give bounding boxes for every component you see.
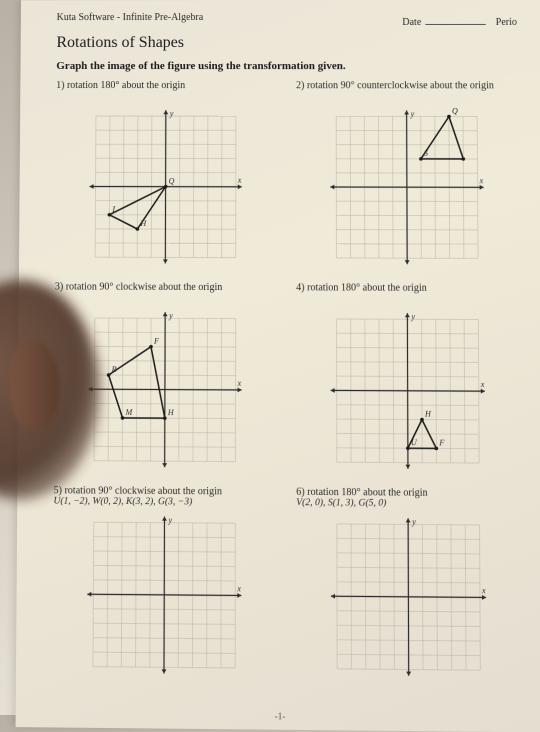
svg-text:Q: Q: [452, 106, 458, 115]
worksheet-page: Kuta Software - Infinite Pre-Algebra Dat…: [16, 0, 540, 732]
svg-text:x: x: [480, 380, 485, 389]
problem-coords: U(1, −2), W(0, 2), K(3, 2), G(3, −3): [53, 496, 275, 508]
date-label: Date: [402, 17, 421, 28]
svg-text:H: H: [167, 408, 175, 417]
svg-text:y: y: [168, 516, 173, 525]
page-title: Rotations of Shapes: [56, 34, 517, 52]
coordinate-grid: xy: [327, 514, 491, 681]
svg-text:S: S: [424, 149, 428, 158]
svg-text:x: x: [481, 586, 486, 595]
problem-prompt: 6) rotation 180° about the originV(2, 0)…: [296, 487, 520, 513]
svg-text:y: y: [169, 109, 174, 118]
problem-prompt: 4) rotation 180° about the origin: [296, 282, 519, 307]
date-period: Date Perio: [402, 12, 517, 30]
svg-text:Q: Q: [169, 177, 175, 186]
coordinate-grid: xy: [83, 512, 246, 679]
svg-text:y: y: [410, 312, 415, 321]
problem-prompt: 2) rotation 90° counterclockwise about t…: [296, 80, 517, 104]
svg-text:F: F: [438, 438, 444, 447]
problem-5: 5) rotation 90° clockwise about the orig…: [52, 485, 276, 679]
problem-coords: V(2, 0), S(1, 3), G(5, 0): [296, 498, 520, 510]
page-number: -1-: [275, 711, 286, 722]
svg-text:y: y: [168, 311, 173, 320]
svg-text:U: U: [411, 438, 418, 447]
problem-3: 3) rotation 90° clockwise about the orig…: [54, 281, 276, 472]
svg-text:I: I: [111, 205, 115, 214]
coordinate-grid: x y F B M H: [84, 308, 246, 472]
svg-text:x: x: [237, 176, 242, 185]
svg-text:x: x: [236, 584, 241, 593]
problems-grid: 1) rotation 180° about the originxyQHI2)…: [52, 80, 521, 681]
problem-1: 1) rotation 180° about the origin x y Q H I: [55, 80, 276, 268]
svg-text:H: H: [139, 219, 147, 228]
coordinate-grid: x y H U F: [326, 309, 489, 474]
svg-text:B: B: [112, 365, 117, 374]
problem-6: 6) rotation 180° about the originV(2, 0)…: [296, 487, 521, 681]
svg-text:F: F: [153, 337, 159, 346]
svg-text:x: x: [479, 176, 484, 185]
date-blank: [425, 15, 485, 25]
coordinate-grid: x y Q H I: [85, 106, 246, 268]
problem-prompt: 5) rotation 90° clockwise about the orig…: [53, 485, 275, 511]
publisher: Kuta Software - Infinite Pre-Algebra: [57, 12, 204, 23]
svg-text:y: y: [411, 517, 416, 526]
problem-2: 2) rotation 90° counterclockwise about t…: [296, 80, 519, 269]
instruction: Graph the image of the figure using the …: [56, 60, 517, 72]
problem-prompt: 1) rotation 180° about the origin: [56, 80, 276, 104]
problem-prompt: 3) rotation 90° clockwise about the orig…: [55, 281, 276, 306]
coordinate-grid: x y Q S: [326, 106, 488, 268]
svg-text:M: M: [125, 408, 133, 417]
problem-4: 4) rotation 180° about the origin x y H U F: [296, 282, 520, 473]
svg-text:H: H: [424, 409, 432, 418]
period-label: Perio: [496, 17, 517, 28]
svg-text:y: y: [410, 109, 415, 118]
svg-text:x: x: [237, 379, 242, 388]
header: Kuta Software - Infinite Pre-Algebra Dat…: [57, 12, 517, 30]
